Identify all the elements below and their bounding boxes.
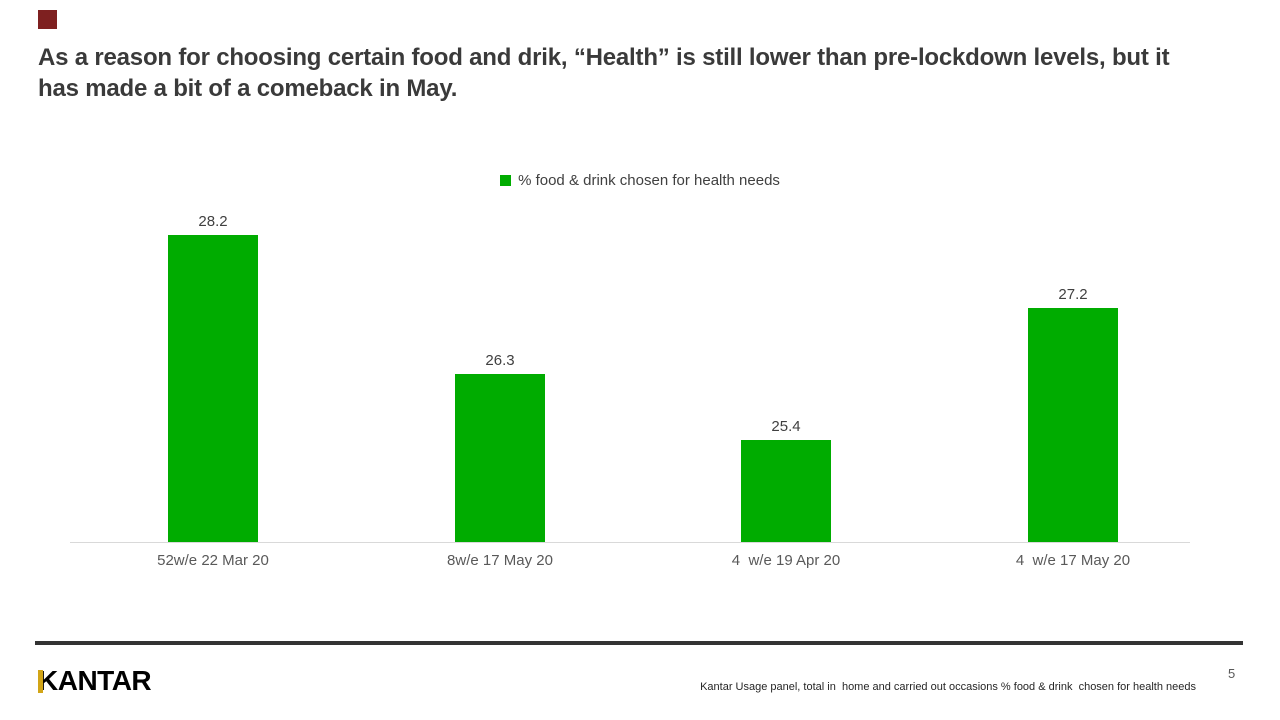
bar-value-label: 27.2 bbox=[1058, 286, 1088, 303]
page-number: 5 bbox=[1228, 666, 1236, 681]
x-axis-label: 8w/e 17 May 20 bbox=[447, 552, 553, 569]
x-axis-label: 52w/e 22 Mar 20 bbox=[157, 552, 269, 569]
chart-legend: % food & drink chosen for health needs bbox=[0, 172, 1280, 189]
x-axis-label: 4 w/e 17 May 20 bbox=[1015, 552, 1131, 569]
bar bbox=[1028, 308, 1118, 542]
bar bbox=[455, 374, 545, 542]
page-title: As a reason for choosing certain food an… bbox=[38, 44, 1170, 102]
bar bbox=[741, 440, 831, 542]
kantar-logo-accent-bar bbox=[38, 670, 43, 693]
divider-line bbox=[35, 641, 1243, 645]
bar-value-label: 26.3 bbox=[485, 352, 515, 369]
bar bbox=[168, 235, 258, 542]
bar-value-label: 25.4 bbox=[771, 418, 801, 435]
x-axis-label: 4 w/e 19 Apr 20 bbox=[731, 552, 841, 569]
legend-label: % food & drink chosen for health needs bbox=[518, 172, 780, 189]
kantar-logo-text: KANTAR bbox=[38, 665, 152, 696]
legend-swatch-icon bbox=[500, 175, 512, 186]
bar-value-label: 28.2 bbox=[198, 213, 228, 230]
x-axis-line bbox=[70, 542, 1190, 543]
kantar-logo: KANTAR bbox=[38, 665, 152, 697]
footer-source-text: Kantar Usage panel, total in home and ca… bbox=[700, 681, 1196, 693]
accent-square bbox=[38, 10, 57, 29]
